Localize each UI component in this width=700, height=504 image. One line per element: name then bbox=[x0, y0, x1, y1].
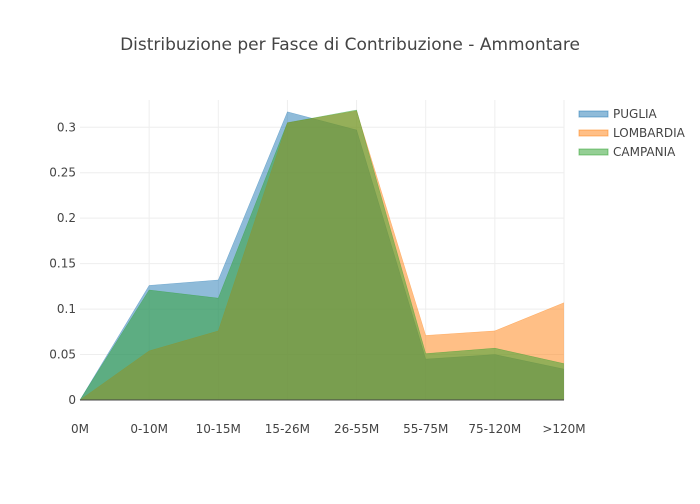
legend-item-campania[interactable]: CAMPANIA bbox=[578, 145, 676, 159]
legend-label: CAMPANIA bbox=[613, 145, 676, 159]
x-tick-label: >120M bbox=[542, 422, 585, 436]
series-line-campania bbox=[79, 109, 565, 401]
y-tick-label: 0.05 bbox=[49, 348, 76, 362]
x-tick-label: 75-120M bbox=[468, 422, 521, 436]
x-tick-label: 0-10M bbox=[130, 422, 168, 436]
x-tick-label: 15-26M bbox=[265, 422, 310, 436]
series-layer bbox=[79, 109, 565, 401]
series-area-campania[interactable] bbox=[80, 110, 564, 400]
y-tick-label: 0.25 bbox=[49, 166, 76, 180]
legend-item-puglia[interactable]: PUGLIA bbox=[578, 107, 658, 121]
y-tick-label: 0.2 bbox=[57, 211, 76, 225]
x-tick-label: 0M bbox=[71, 422, 89, 436]
legend-swatch bbox=[578, 148, 609, 156]
y-tick-label: 0.1 bbox=[57, 302, 76, 316]
legend[interactable]: PUGLIA LOMBARDIA CAMPANIA bbox=[578, 107, 686, 159]
axis-layer: 0 0.05 0.1 0.15 0.2 0.25 0.3 0M 0-10M 10-15M 15-26… bbox=[49, 120, 585, 436]
legend-label: PUGLIA bbox=[613, 107, 658, 121]
x-tick-label: 10-15M bbox=[196, 422, 241, 436]
x-tick-label: 55-75M bbox=[403, 422, 448, 436]
x-tick-label: 26-55M bbox=[334, 422, 379, 436]
legend-swatch bbox=[578, 129, 609, 137]
y-tick-label: 0.3 bbox=[57, 120, 76, 134]
chart-title: Distribuzione per Fasce di Contribuzione… bbox=[120, 35, 580, 55]
y-tick-label: 0.15 bbox=[49, 257, 76, 271]
y-tick-label: 0 bbox=[68, 393, 76, 407]
legend-label: LOMBARDIA bbox=[613, 126, 686, 140]
legend-swatch bbox=[578, 110, 609, 118]
legend-item-lombardia[interactable]: LOMBARDIA bbox=[578, 126, 686, 140]
